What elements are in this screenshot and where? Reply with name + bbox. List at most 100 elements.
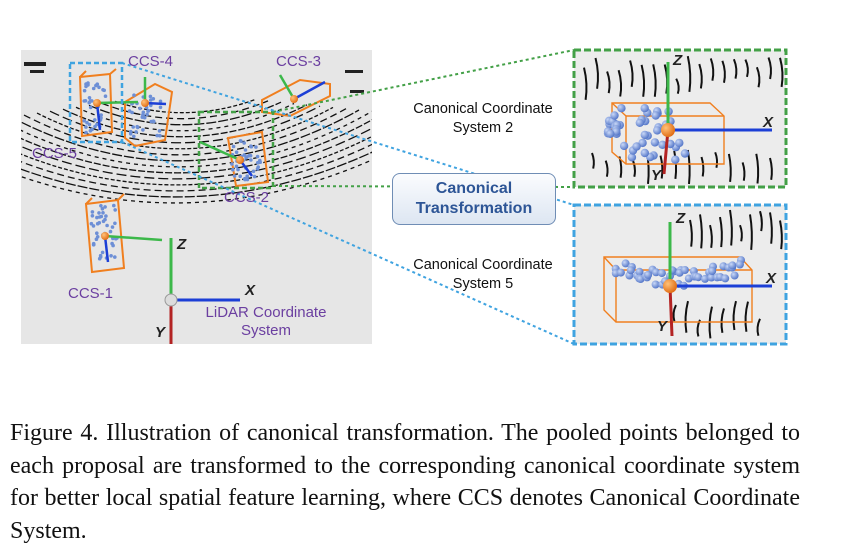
ccs-3-label: CCS-3 bbox=[276, 53, 322, 70]
ccs-2-object bbox=[199, 130, 270, 188]
cloud-point bbox=[640, 148, 649, 158]
lidar-axis-y-label: Y bbox=[155, 324, 166, 341]
cloud-point bbox=[127, 109, 132, 113]
cloud-point bbox=[82, 119, 86, 123]
cloud-point bbox=[151, 97, 156, 101]
figure-graphics bbox=[21, 48, 788, 346]
scan-stroke bbox=[684, 300, 689, 333]
lidar-axis-x-label: X bbox=[245, 282, 256, 299]
figure-caption: Figure 4. Illustration of canonical tran… bbox=[10, 420, 800, 544]
scan-stroke bbox=[696, 319, 701, 337]
cloud-point bbox=[680, 266, 689, 274]
cloud-point bbox=[148, 94, 153, 99]
scan-stroke bbox=[709, 58, 715, 81]
scan-stroke bbox=[741, 162, 746, 181]
cloud-point bbox=[97, 221, 102, 225]
cloud-point bbox=[135, 124, 139, 129]
ccs-2-highlight-box bbox=[197, 110, 275, 190]
scan-ring bbox=[75, 102, 295, 132]
cloud-point bbox=[158, 99, 163, 104]
scan-stroke bbox=[583, 67, 588, 100]
cloud-point bbox=[99, 116, 103, 120]
scan-stroke bbox=[606, 71, 611, 94]
cloud-point bbox=[105, 223, 109, 228]
cloud-point bbox=[132, 134, 136, 139]
cloud-point bbox=[146, 108, 151, 113]
canonical-transformation-box: Canonical Transformation bbox=[392, 173, 556, 225]
cloud-point bbox=[616, 268, 625, 277]
cloud-point bbox=[249, 144, 254, 149]
cloud-point bbox=[112, 203, 116, 208]
cloud-point bbox=[97, 256, 102, 261]
cloud-point bbox=[242, 153, 246, 157]
cloud-point bbox=[243, 177, 247, 182]
scan-stroke bbox=[699, 214, 703, 249]
scan-stroke bbox=[689, 219, 693, 247]
cloud-point bbox=[658, 140, 667, 149]
cloud-point bbox=[97, 85, 101, 90]
ccs-system-2-line1: Canonical Coordinate bbox=[413, 101, 553, 117]
cloud-point bbox=[730, 271, 739, 280]
scan-stroke bbox=[604, 160, 609, 177]
lidar-system-label: LiDAR Coordinate System bbox=[188, 304, 344, 340]
cloud-point bbox=[83, 99, 88, 103]
scan-stroke bbox=[755, 153, 760, 184]
cloud-point bbox=[90, 210, 95, 214]
cloud-point bbox=[101, 219, 106, 224]
cloud-point bbox=[141, 110, 146, 115]
cloud-point bbox=[640, 130, 649, 140]
ccs-system-5-line1: Canonical Coordinate bbox=[413, 257, 553, 273]
cloud-point bbox=[104, 214, 108, 218]
scan-stroke bbox=[659, 155, 664, 179]
scan-stroke bbox=[698, 63, 703, 89]
cloud-point bbox=[138, 106, 142, 111]
scan-stroke bbox=[632, 160, 636, 177]
cloud-point bbox=[100, 207, 105, 211]
ccs-3-object bbox=[261, 74, 331, 118]
panel-2-axis-x-label: X bbox=[763, 114, 774, 131]
cloud-point bbox=[651, 280, 660, 289]
cloud-point bbox=[675, 138, 684, 148]
cloud-point bbox=[110, 225, 115, 229]
cloud-point bbox=[87, 96, 92, 100]
cloud-point bbox=[97, 211, 101, 215]
ccs-1-object bbox=[84, 193, 163, 274]
lidar-scan-lines bbox=[21, 98, 372, 204]
cloud-point bbox=[88, 105, 93, 110]
cloud-point bbox=[91, 86, 96, 91]
lidar-axis-z-label: Z bbox=[177, 236, 187, 253]
cloud-point bbox=[247, 154, 251, 158]
cloud-point bbox=[90, 127, 94, 132]
scan-stroke bbox=[673, 150, 678, 179]
cloud-point bbox=[95, 235, 100, 239]
panel-5-axis-z-label: Z bbox=[676, 210, 686, 227]
lidar-system-label-line2: System bbox=[240, 322, 291, 339]
ccs-4-label: CCS-4 bbox=[128, 53, 174, 70]
cloud-point bbox=[95, 215, 99, 220]
cloud-point bbox=[610, 111, 619, 120]
cloud-point bbox=[134, 130, 138, 134]
cloud-point bbox=[84, 84, 88, 89]
cloud-point bbox=[90, 214, 95, 218]
ccs-4-object bbox=[124, 77, 174, 148]
cloud-point bbox=[627, 153, 637, 162]
cloud-point bbox=[131, 125, 135, 129]
cloud-point bbox=[238, 174, 242, 179]
cloud-point bbox=[249, 158, 253, 162]
cloud-point bbox=[728, 261, 737, 270]
cloud-point bbox=[91, 241, 96, 246]
cloud-point bbox=[657, 269, 666, 278]
scan-stroke bbox=[739, 224, 743, 242]
cloud-point bbox=[635, 267, 644, 276]
scan-ring bbox=[21, 127, 372, 180]
cloud-point bbox=[88, 99, 93, 103]
scan-stroke bbox=[767, 57, 772, 80]
cloud-point bbox=[708, 267, 717, 275]
cloud-point bbox=[98, 253, 103, 258]
cloud-point bbox=[103, 205, 107, 209]
cloud-point bbox=[255, 167, 260, 171]
cloud-point bbox=[84, 125, 88, 129]
cloud-point bbox=[99, 204, 103, 208]
scan-stroke bbox=[675, 78, 680, 94]
scan-stroke bbox=[686, 55, 692, 93]
